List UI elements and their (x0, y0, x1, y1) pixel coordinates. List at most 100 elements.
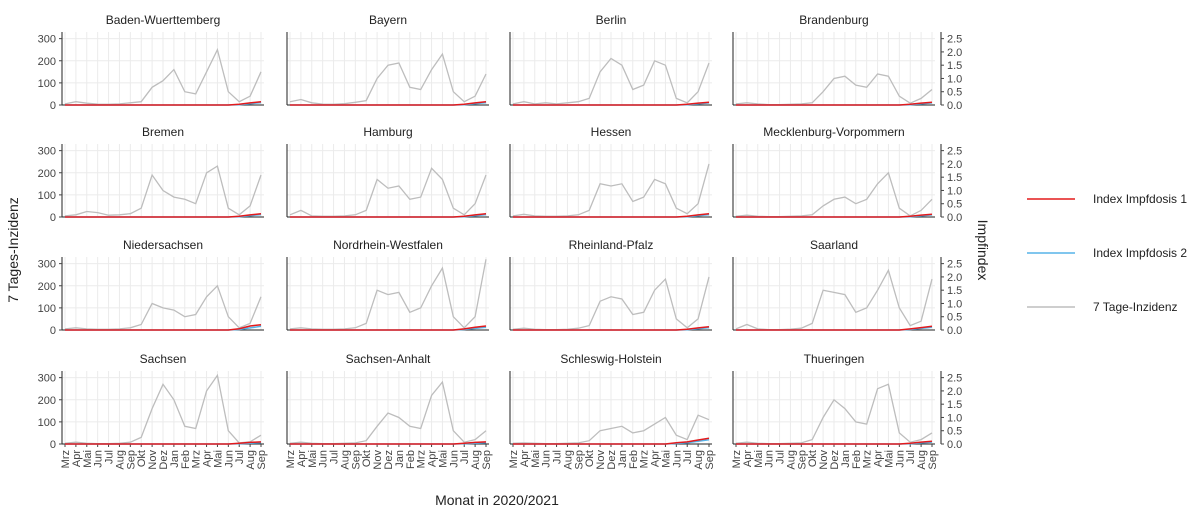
facet-title: Saarland (810, 238, 858, 252)
x-tick-label: Mrz (191, 450, 203, 468)
dose1-line (736, 440, 933, 445)
dose1-line (290, 441, 487, 445)
x-tick-label: Sep (796, 450, 808, 470)
x-tick-label: Sep (481, 450, 493, 470)
x-tick-label: Sep (927, 450, 939, 470)
y-tick-label: 100 (38, 190, 56, 202)
x-tick-label: Jun (764, 450, 776, 468)
x-tick-label: Apr (202, 450, 214, 467)
y2-tick-label: 2.5 (947, 146, 962, 158)
y2-tick-label: 1.0 (947, 185, 962, 197)
x-tick-label: Mai (212, 450, 224, 468)
facet-title: Schleswig-Holstein (560, 352, 661, 366)
x-tick-label: Mai (753, 450, 765, 468)
x-tick-label: Mai (437, 450, 449, 468)
x-tick-label: Okt (584, 450, 596, 467)
y2-tick-label: 0.0 (947, 325, 962, 337)
x-tick-label: Mrz (862, 450, 874, 468)
legend-label: Index Impfdosis 1 (1093, 192, 1187, 206)
x-tick-label: Aug (693, 450, 705, 470)
facet-title: Baden-Wuerttemberg (106, 13, 221, 27)
x-tick-label: Nov (595, 450, 607, 470)
y2-tick-label: 0.0 (947, 212, 962, 224)
dose1-line (290, 325, 487, 331)
dose1-line (513, 326, 710, 331)
x-tick-label: Apr (296, 450, 308, 467)
incidence-line (512, 57, 710, 105)
y-tick-label: 0 (50, 439, 56, 451)
x-tick-label: Mrz (416, 450, 428, 468)
dose1-line (513, 213, 710, 218)
facet-title: Bremen (142, 125, 184, 139)
y-tick-label: 100 (38, 78, 56, 90)
y-tick-label: 300 (38, 146, 56, 158)
panel: Nordrhein-Westfalen (286, 238, 489, 331)
y-tick-label: 200 (38, 56, 56, 68)
x-tick-label: Sep (125, 450, 137, 470)
x-tick-label: Jul (682, 450, 694, 464)
x-tick-label: Jul (104, 450, 116, 464)
y2-axis-title: Impfindex (975, 220, 991, 281)
y2-tick-label: 0.0 (947, 100, 962, 112)
x-tick-label: Jan (840, 450, 852, 468)
dose1-line (736, 325, 933, 331)
x-tick-label: Sep (350, 450, 362, 470)
x-tick-label: Okt (136, 450, 148, 467)
y-tick-label: 200 (38, 168, 56, 180)
panel: Mecklenburg-Vorpommern 0.00.5 1.01.52.02.5 (732, 125, 962, 224)
legend-item: Index Impfdosis 2 (1027, 246, 1187, 260)
x-tick-label: Mai (82, 450, 94, 468)
y2-tick-label: 0.0 (947, 439, 962, 451)
x-tick-label: Sep (704, 450, 716, 470)
y2-tick-label: 2.5 (947, 373, 962, 385)
x-tick-label: Mai (883, 450, 895, 468)
x-tick-label: Feb (628, 450, 640, 469)
y-tick-label: 200 (38, 281, 56, 293)
x-tick-label: Nov (372, 450, 384, 470)
x-tick-label: Feb (851, 450, 863, 469)
x-tick-label: Jan (394, 450, 406, 468)
y2-tick-label: 2.0 (947, 272, 962, 284)
y-tick-label: 100 (38, 417, 56, 429)
dose1-line (513, 101, 710, 106)
x-tick-label: Jan (617, 450, 629, 468)
x-tick-label: Dez (829, 450, 841, 470)
x-tick-label: Dez (158, 450, 170, 470)
y2-tick-label: 0.5 (947, 426, 962, 438)
legend-item: 7 Tage-Inzidenz (1027, 300, 1178, 314)
facet-panels: Baden-Wuerttemberg 0 100 200 300 Bayern Berlin… (38, 13, 963, 470)
y2-tick-label: 1.5 (947, 60, 962, 72)
x-tick-label: Dez (383, 450, 395, 470)
facet-title: Berlin (596, 13, 627, 27)
x-tick-label: Nov (818, 450, 830, 470)
panel: Brandenburg 0.00.5 1.01.52.02.5 (732, 13, 962, 112)
x-tick-label: Jun (894, 450, 906, 468)
x-tick-label: Jun (318, 450, 330, 468)
facet-title: Mecklenburg-Vorpommern (763, 125, 904, 139)
panel: Sachsen0100200300MrzAprMaiJunJulAugSepOk… (38, 352, 268, 470)
incidence-line (289, 52, 487, 105)
facet-title: Hessen (591, 125, 632, 139)
y2-tick-label: 1.0 (947, 412, 962, 424)
panel: Sachsen-AnhaltMrzAprMaiJunJulAugSepOktNo… (285, 352, 493, 470)
x-tick-label: Mrz (508, 450, 520, 468)
panel: Rheinland-Pfalz (509, 238, 712, 331)
dose1-line (513, 437, 710, 445)
x-tick-label: Sep (256, 450, 268, 470)
x-tick-label: Jul (552, 450, 564, 464)
x-tick-label: Jun (671, 450, 683, 468)
x-tick-label: Apr (71, 450, 83, 467)
dose1-line (290, 213, 487, 218)
dose1-line (736, 213, 933, 218)
facet-title: Niedersachsen (123, 238, 203, 252)
panel: Bayern (286, 13, 489, 106)
y2-tick-label: 0.5 (947, 199, 962, 211)
panel: Hamburg (286, 125, 489, 218)
y-tick-label: 0 (50, 100, 56, 112)
facet-title: Sachsen-Anhalt (346, 352, 431, 366)
x-axis-title: Monat in 2020/2021 (435, 492, 559, 508)
panel: Thueringen0.00.51.01.52.02.5MrzAprMaiJun… (731, 352, 962, 470)
x-tick-label: Jun (448, 450, 460, 468)
x-tick-label: Mai (307, 450, 319, 468)
panel: Hessen (509, 125, 712, 218)
